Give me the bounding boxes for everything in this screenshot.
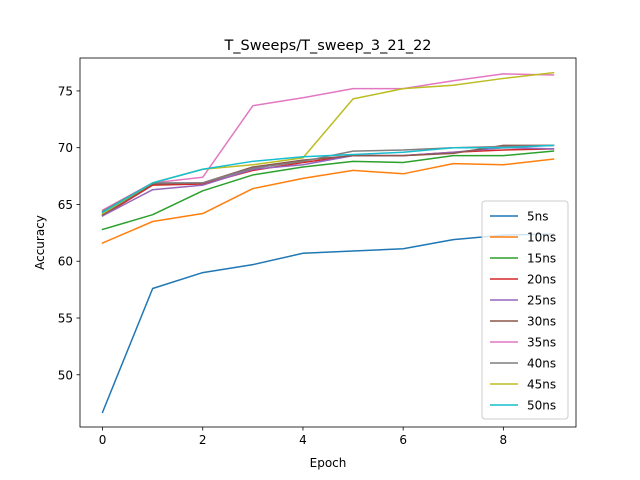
series-line-10ns	[101, 158, 555, 245]
y-tick-label: 50	[58, 368, 73, 382]
x-tick-label: 4	[299, 433, 307, 447]
legend-label-45ns: 45ns	[527, 378, 556, 392]
legend-label-10ns: 10ns	[527, 231, 556, 245]
legend-label-20ns: 20ns	[527, 273, 556, 287]
legend-label-50ns: 50ns	[527, 399, 556, 413]
x-axis-ticks: 0 2 4 6 8	[99, 427, 507, 447]
legend-label-5ns: 5ns	[527, 210, 549, 224]
y-tick-label: 60	[58, 255, 73, 269]
x-tick-label: 0	[99, 433, 107, 447]
plot-area	[79, 57, 577, 428]
y-axis-ticks: 50 55 60 65 70 75	[58, 84, 80, 382]
x-tick-label: 8	[500, 433, 508, 447]
legend-box	[481, 200, 569, 420]
y-tick-label: 70	[58, 141, 73, 155]
y-tick-label: 75	[58, 84, 73, 98]
legend-label-30ns: 30ns	[527, 315, 556, 329]
y-tick-label: 55	[58, 312, 73, 326]
series-line-50ns	[101, 144, 555, 214]
y-axis-label: Accuracy	[33, 215, 47, 270]
x-tick-label: 6	[399, 433, 407, 447]
legend: 5ns 10ns 15ns 20ns 25ns 30ns 35ns 40ns 45ns 50ns	[481, 200, 569, 420]
series-line-20ns	[101, 148, 555, 217]
x-axis-label: Epoch	[310, 456, 347, 470]
x-tick-label: 2	[199, 433, 207, 447]
axes-frame	[79, 57, 577, 428]
legend-label-35ns: 35ns	[527, 336, 556, 350]
legend-label-40ns: 40ns	[527, 357, 556, 371]
legend-label-15ns: 15ns	[527, 252, 556, 266]
series-line-35ns	[101, 73, 555, 212]
chart-title: T_Sweeps/T_sweep_3_21_22	[223, 38, 431, 54]
series-line-5ns	[101, 233, 555, 414]
series-line-15ns	[101, 150, 555, 231]
legend-label-25ns: 25ns	[527, 294, 556, 308]
y-tick-label: 65	[58, 198, 73, 212]
